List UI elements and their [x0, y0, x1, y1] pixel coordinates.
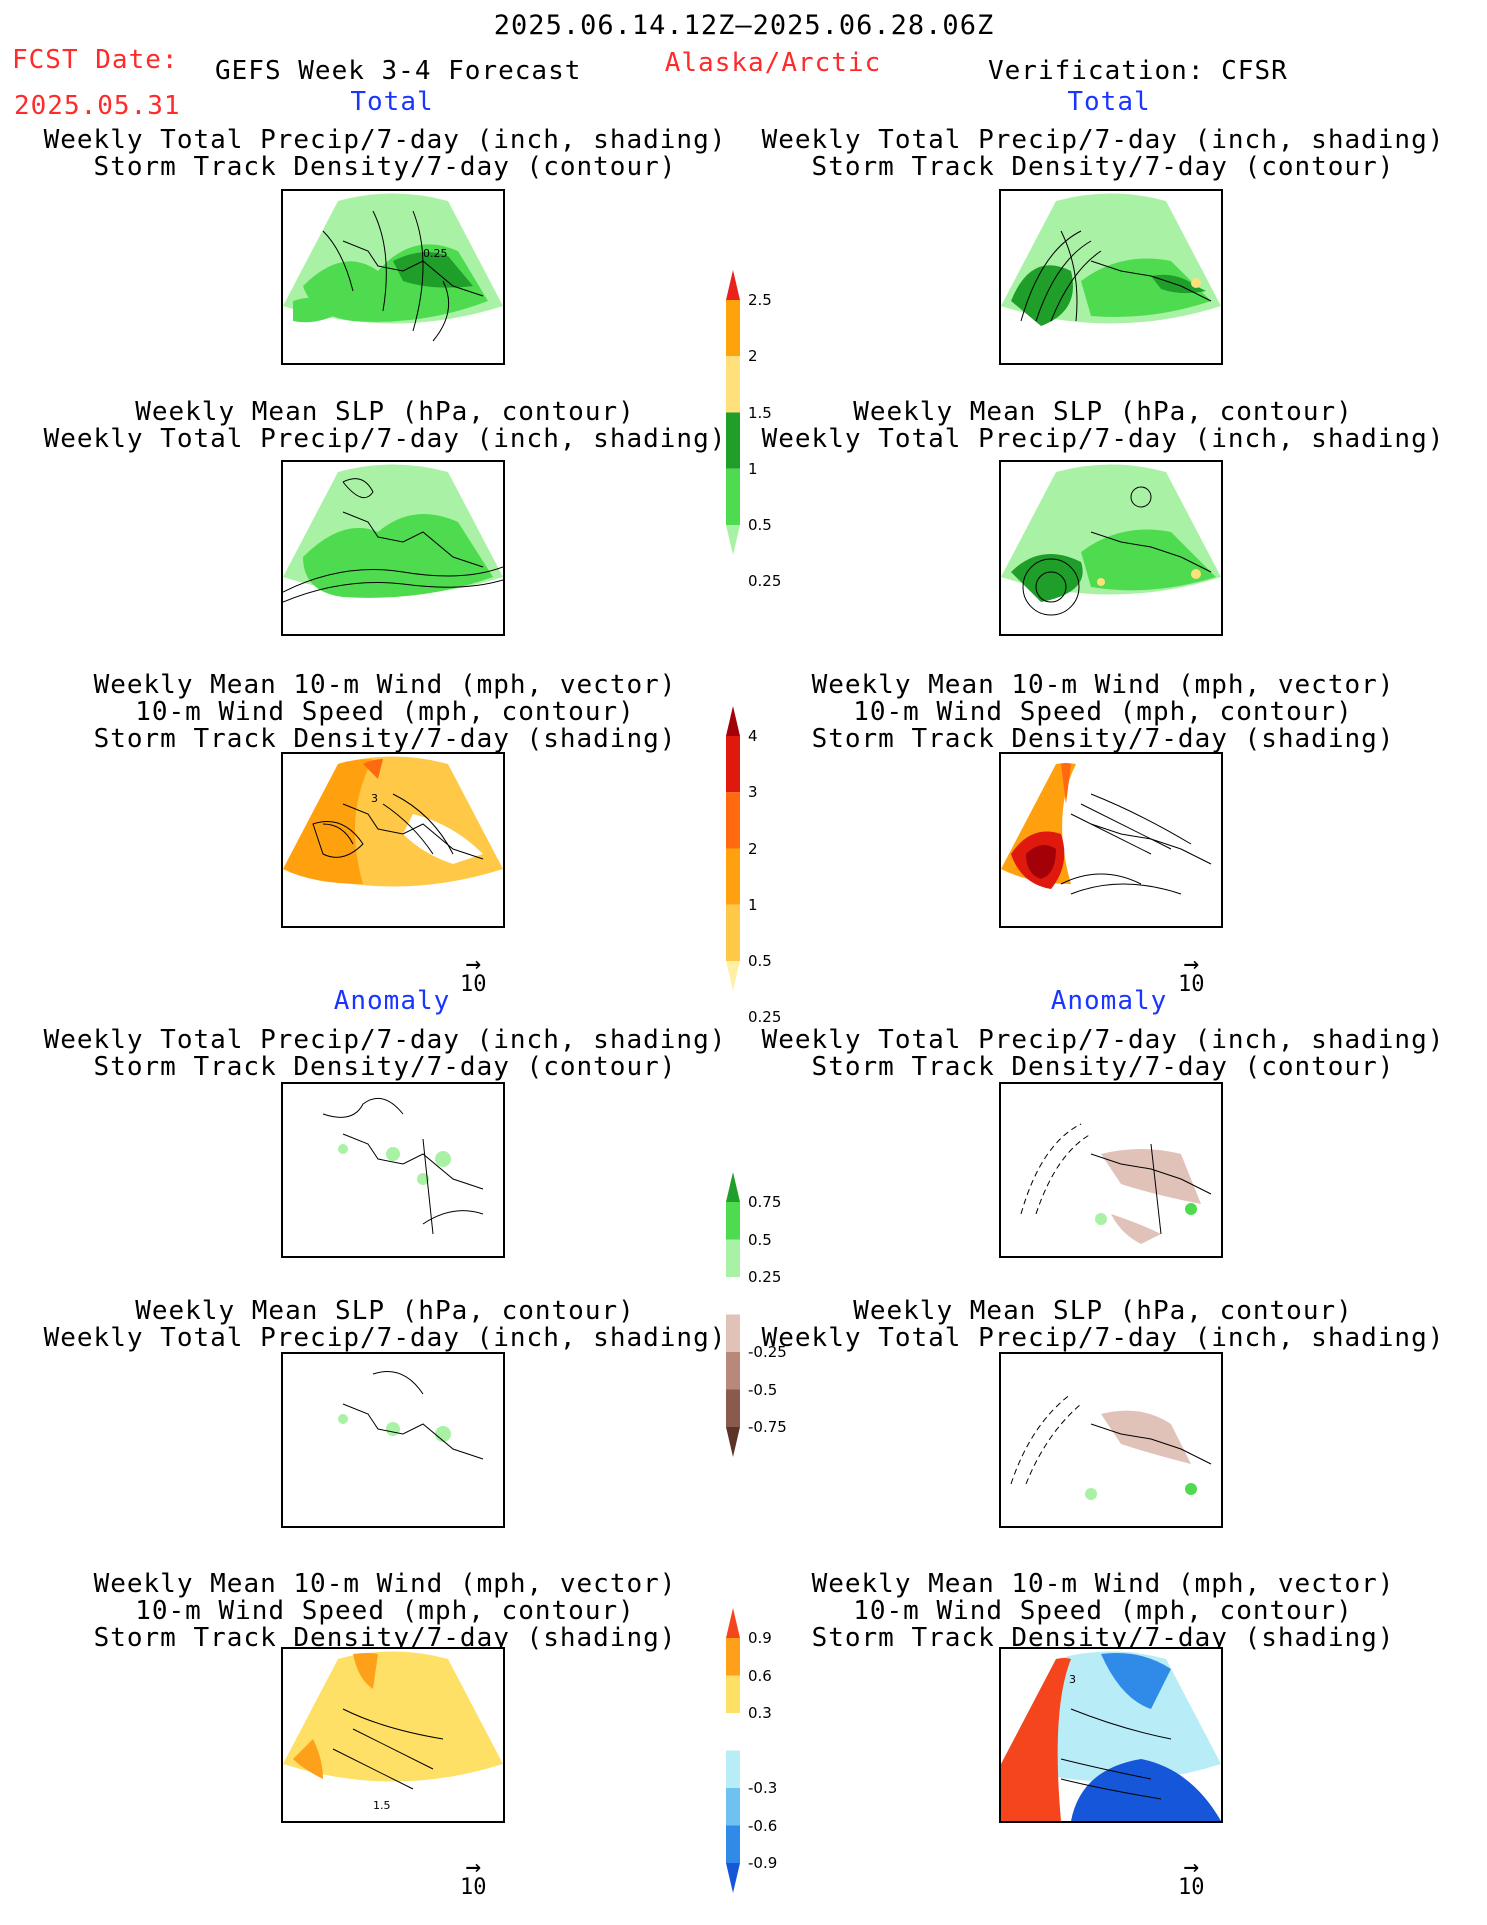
colorbar-segment — [726, 961, 740, 991]
title-r6-left: Weekly Mean 10-m Wind (mph, vector) 10-m … — [93, 1569, 677, 1653]
colorbar-segment — [726, 1825, 740, 1863]
colorbar-storm-anom: 0.9 0.6 0.3 -0.3 -0.6 -0.9 — [726, 1608, 786, 1893]
colorbar-label: 0.5 — [748, 516, 772, 534]
contour-label: 1.5 — [373, 1799, 391, 1812]
colorbar-segment — [726, 1675, 740, 1713]
colorbar-label: 1.5 — [748, 403, 772, 422]
colorbar-label: 0.75 — [748, 1193, 782, 1211]
contour-label: 3 — [371, 792, 378, 805]
colorbar-segment — [726, 1608, 740, 1638]
colorbar-label: 0.25 — [748, 1008, 782, 1027]
colorbar-segment — [726, 1202, 740, 1240]
colorbar-label: 1 — [748, 895, 758, 914]
vector-ref-r3-right: → 10 — [1178, 949, 1205, 997]
colorbar-segment — [726, 706, 740, 736]
map-r5-left-slp-anom — [281, 1352, 505, 1528]
colorbar-segment — [726, 270, 740, 300]
map-r1-right-precip-total — [999, 189, 1223, 365]
colorbar-segment — [726, 1788, 740, 1826]
colorbar-segment — [726, 1277, 740, 1315]
title-r2-left: Weekly Mean SLP (hPa, contour) Weekly Tot… — [43, 397, 727, 454]
title-r3-right: Weekly Mean 10-m Wind (mph, vector) 10-m … — [811, 670, 1395, 754]
colorbar-segment — [726, 904, 740, 961]
vector-ref-r6-right: → 10 — [1178, 1852, 1205, 1900]
colorbar-label: 0.6 — [748, 1666, 772, 1685]
model-title: GEFS Week 3-4 Forecast — [215, 56, 582, 86]
title-r4-left: Weekly Total Precip/7-day (inch, shading… — [43, 1025, 727, 1082]
title-r5-left: Weekly Mean SLP (hPa, contour) Weekly Tot… — [43, 1296, 727, 1353]
colorbar-label: -0.5 — [748, 1380, 778, 1399]
section-anomaly-left: Anomaly — [333, 986, 451, 1016]
section-total-left: Total — [350, 87, 434, 117]
colorbar-label: -0.3 — [748, 1779, 778, 1797]
map-r5-right-slp-anom — [999, 1352, 1223, 1528]
section-total-right: Total — [1067, 87, 1151, 117]
map-r6-right-wind-anom: 3 — [999, 1647, 1223, 1823]
colorbar-segment — [726, 468, 740, 525]
colorbar-segment — [726, 792, 740, 849]
title-r3-left: Weekly Mean 10-m Wind (mph, vector) 10-m … — [93, 670, 677, 754]
colorbar-label: -0.6 — [748, 1816, 778, 1835]
colorbar-precip-total: 2.5 2 1.5 1 0.5 0.25 — [726, 270, 786, 589]
colorbar-segment — [726, 1863, 740, 1893]
colorbar-segment — [726, 1389, 740, 1427]
colorbar-segment — [726, 1427, 740, 1457]
map-r3-right-wind-total — [999, 752, 1223, 928]
colorbar-label: 0.9 — [748, 1629, 772, 1647]
colorbar-segment — [726, 412, 740, 469]
colorbar-label: -0.25 — [748, 1343, 787, 1361]
fcst-date-value: 2025.05.31 — [14, 91, 181, 121]
colorbar-label: 2.5 — [748, 291, 772, 309]
map-r4-left-precip-anom — [281, 1082, 505, 1258]
map-r6-left-wind-anom: 1.5 — [281, 1647, 505, 1823]
colorbar-label: -0.75 — [748, 1418, 787, 1436]
colorbar-segment — [726, 1314, 740, 1352]
colorbar-segment — [726, 300, 740, 357]
verification-title: Verification: CFSR — [988, 56, 1288, 86]
colorbar-segment — [726, 1638, 740, 1676]
colorbar-label: 2 — [748, 839, 758, 858]
colorbar-label: 0.3 — [748, 1704, 772, 1722]
contour-label: 0.25 — [423, 247, 448, 260]
colorbar-segment — [726, 848, 740, 905]
colorbar-label: 0.5 — [748, 1230, 772, 1249]
colorbar-precip-anom: 0.75 0.5 0.25 -0.25 -0.5 -0.75 — [726, 1172, 787, 1457]
colorbar-segment — [726, 1750, 740, 1788]
title-r5-right: Weekly Mean SLP (hPa, contour) Weekly Tot… — [761, 1296, 1445, 1353]
colorbar-label: 0.25 — [748, 1268, 782, 1286]
title-r6-right: Weekly Mean 10-m Wind (mph, vector) 10-m … — [811, 1569, 1395, 1653]
colorbar-label: 2 — [748, 347, 758, 366]
map-r4-right-precip-anom — [999, 1082, 1223, 1258]
vector-ref-r6-left: → 10 — [460, 1852, 487, 1900]
map-r1-left-precip-total: 0.25 — [281, 189, 505, 365]
title-r4-right: Weekly Total Precip/7-day (inch, shading… — [761, 1025, 1445, 1082]
colorbar-label: 4 — [748, 727, 758, 745]
colorbar-label: 3 — [748, 783, 758, 802]
map-r2-left-slp-total — [281, 460, 505, 636]
date-range-title: 2025.06.14.12Z–2025.06.28.06Z — [493, 10, 995, 41]
colorbar-segment — [726, 736, 740, 793]
fcst-date-label: FCST Date: — [12, 45, 179, 75]
colorbar-storm-total: 4 3 2 1 0.5 0.25 — [726, 706, 786, 1025]
section-anomaly-right: Anomaly — [1050, 986, 1168, 1016]
region-title: Alaska/Arctic — [664, 48, 882, 78]
colorbar-segment — [726, 1352, 740, 1390]
map-r2-right-slp-total — [999, 460, 1223, 636]
colorbar-label: -0.9 — [748, 1854, 778, 1872]
title-r2-right: Weekly Mean SLP (hPa, contour) Weekly Tot… — [761, 397, 1445, 454]
title-r1-left: Weekly Total Precip/7-day (inch, shading… — [43, 125, 727, 182]
colorbar-segment — [726, 525, 740, 555]
colorbar-segment — [726, 356, 740, 413]
colorbar-label: 0.5 — [748, 952, 772, 970]
contour-label: 3 — [1069, 1673, 1076, 1686]
title-r1-right: Weekly Total Precip/7-day (inch, shading… — [761, 125, 1445, 182]
colorbar-segment — [726, 1239, 740, 1277]
colorbar-label: 1 — [748, 459, 758, 478]
colorbar-segment — [726, 1172, 740, 1202]
vector-ref-r3-left: → 10 — [460, 949, 487, 997]
colorbar-label: 0.25 — [748, 572, 782, 591]
colorbar-segment — [726, 1713, 740, 1751]
map-r3-left-wind-total: 3 — [281, 752, 505, 928]
